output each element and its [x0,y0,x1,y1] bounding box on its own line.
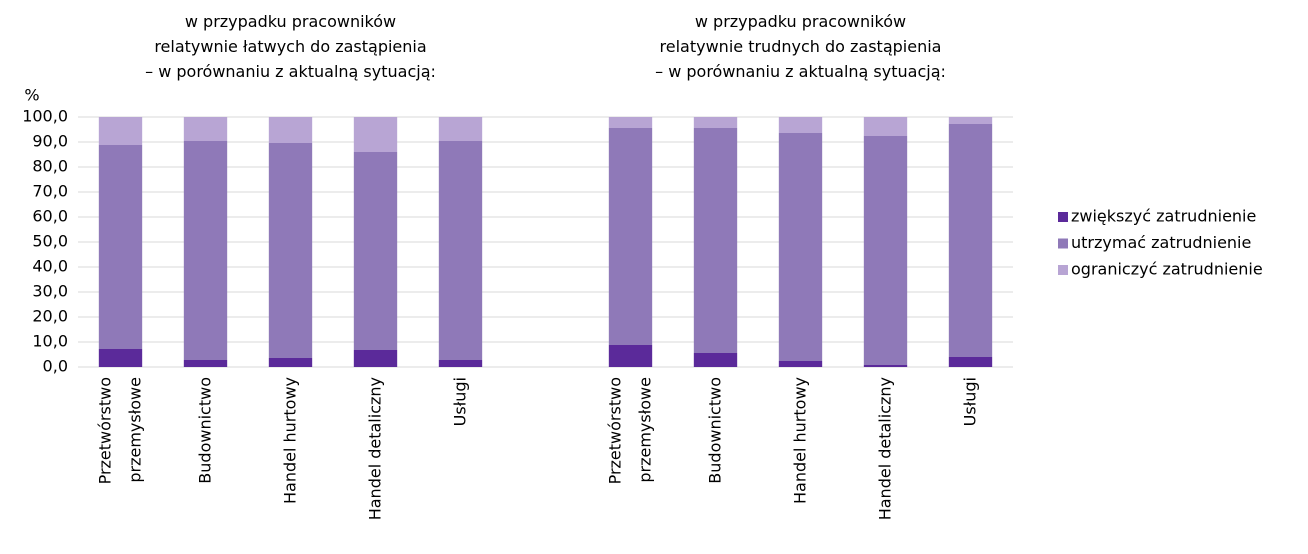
x-tick-label: Usługi [960,377,979,426]
x-tick-label: Przetwórstwo przemysłowe [605,377,654,484]
x-tick-label: Usługi [450,377,469,426]
bar-segment [98,145,143,349]
bar-segment [438,141,483,360]
y-tick-label: 30,0 [32,282,68,301]
legend-label: ograniczyć zatrudnienie [1071,260,1263,279]
group-title: w przypadku pracowników relatywnie trudny… [655,12,946,81]
y-tick-label: 50,0 [32,232,68,251]
legend-label: zwiększyć zatrudnienie [1071,207,1256,226]
y-tick-label: 70,0 [32,182,68,201]
group-title: w przypadku pracowników relatywnie łatwyc… [145,12,436,81]
legend-swatch [1058,265,1068,275]
y-tick-label: 0,0 [43,357,68,376]
bar-segment [693,128,738,353]
bar-segment [863,117,908,136]
x-tick-label: Budownictwo [705,377,724,484]
bar-segment [608,345,653,367]
legend-label: utrzymać zatrudnienie [1071,233,1251,252]
x-tick-label: Przetwórstwo przemysłowe [95,377,144,484]
y-tick-label: 100,0 [22,107,68,126]
bar-segment [863,365,908,367]
bar-segment [948,357,993,367]
bar-segment [183,141,228,360]
bar-segment [268,358,313,367]
bar-segment [948,117,993,124]
bar-segment [438,360,483,367]
x-tick-label: Budownictwo [195,377,214,484]
y-tick-label: 20,0 [32,307,68,326]
x-tick-label: Handel detaliczny [365,377,384,520]
bar-segment [778,117,823,133]
bar-segment [438,117,483,141]
bar-segment [268,117,313,143]
x-tick-label: Handel hurtowy [790,377,809,504]
bar-segment [608,117,653,128]
bar-segment [98,349,143,367]
bar-segment [353,152,398,350]
bar-segment [778,361,823,367]
bar-segment [183,117,228,141]
y-tick-label: 80,0 [32,157,68,176]
y-axis-label: % [24,86,39,105]
x-tick-label: Handel hurtowy [280,377,299,504]
y-tick-label: 90,0 [32,132,68,151]
legend-swatch [1058,212,1068,222]
bar-segment [693,117,738,128]
bar-segment [353,117,398,152]
bar-segment [183,360,228,367]
y-tick-label: 60,0 [32,207,68,226]
bar-segment [98,117,143,145]
y-tick-label: 40,0 [32,257,68,276]
bar-segment [353,350,398,367]
bar-segment [608,128,653,345]
bar-segment [268,143,313,358]
bar-segment [863,136,908,365]
bar-segment [778,133,823,361]
legend-swatch [1058,238,1068,249]
y-tick-label: 10,0 [32,332,68,351]
bar-segment [948,124,993,357]
bar-segment [693,353,738,367]
x-tick-label: Handel detaliczny [875,377,894,520]
